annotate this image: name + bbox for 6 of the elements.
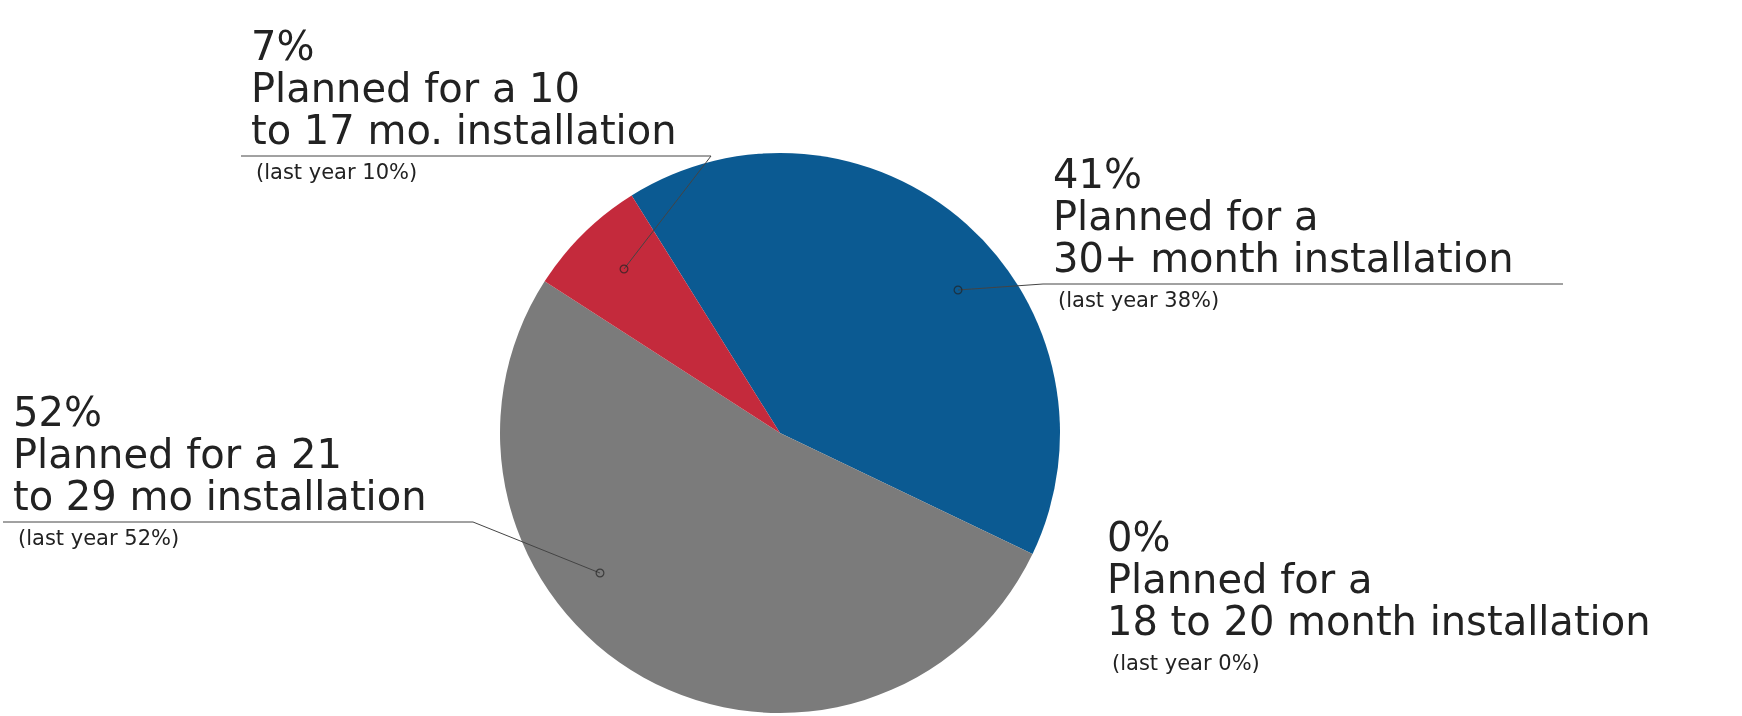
text: (last year 0%) (1112, 651, 1260, 675)
text: (last year 38%) (1058, 288, 1220, 312)
pie-slice (500, 281, 1033, 713)
text: (last year 52%) (18, 526, 180, 550)
pie-slice (544, 195, 780, 433)
text: (last year 10%) (256, 160, 418, 184)
